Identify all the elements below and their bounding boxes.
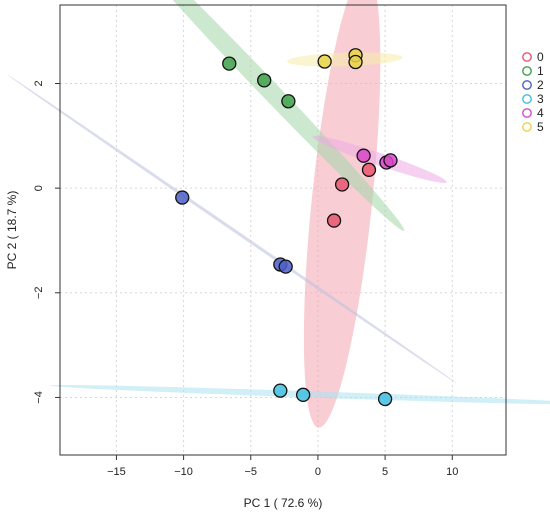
legend-marker-5 [522,122,532,132]
legend-label-5: 5 [537,120,544,134]
confidence-ellipse-0 [303,0,381,428]
legend-marker-3 [522,94,532,104]
legend-marker-2 [522,80,532,90]
plot-frame [59,4,507,456]
legend-marker-1 [522,66,532,76]
confidence-ellipses [7,0,550,428]
legend-label-3: 3 [537,92,544,106]
data-point-3 [273,383,288,398]
data-point-1 [281,94,296,109]
x-tick-label: −10 [174,466,193,478]
confidence-ellipse-2 [7,74,457,384]
x-tick-label: −5 [244,466,257,478]
legend-label-2: 2 [537,78,544,92]
data-point-1 [257,73,272,88]
confidence-ellipse-3 [49,384,550,405]
data-point-4 [356,148,371,163]
data-point-0 [334,177,350,192]
data-point-2 [175,190,190,205]
data-point-1 [222,56,237,71]
data-point-3 [377,391,393,407]
y-axis-title: PC 2 ( 18.7 %) [5,191,19,270]
legend-label-4: 4 [537,106,544,120]
x-axis-title: PC 1 ( 72.6 %) [244,496,323,510]
y-tick-label: −4 [33,391,45,404]
legend-label-0: 0 [537,50,544,64]
confidence-ellipse-5 [287,52,403,67]
data-point-0 [361,162,377,177]
axis-ticks: −15 −10 −5 0 5 10 −4 −2 0 2 [33,80,458,478]
x-tick-label: 10 [446,466,458,478]
legend-label-1: 1 [537,64,544,78]
confidence-ellipse-4 [312,135,447,183]
data-point-0 [326,213,342,228]
y-tick-label: −2 [33,287,45,300]
y-tick-label: 2 [33,80,45,86]
data-point-2 [278,259,293,274]
legend-marker-0 [522,52,532,62]
data-points [175,48,398,407]
x-tick-label: 0 [315,466,321,478]
y-tick-label: 0 [33,185,45,191]
x-tick-label: 5 [382,466,388,478]
data-point-5 [317,54,332,69]
data-point-3 [296,387,311,402]
data-point-4 [383,153,398,168]
x-tick-label: −15 [107,466,126,478]
legend-marker-4 [522,108,532,118]
data-point-5 [348,54,363,70]
